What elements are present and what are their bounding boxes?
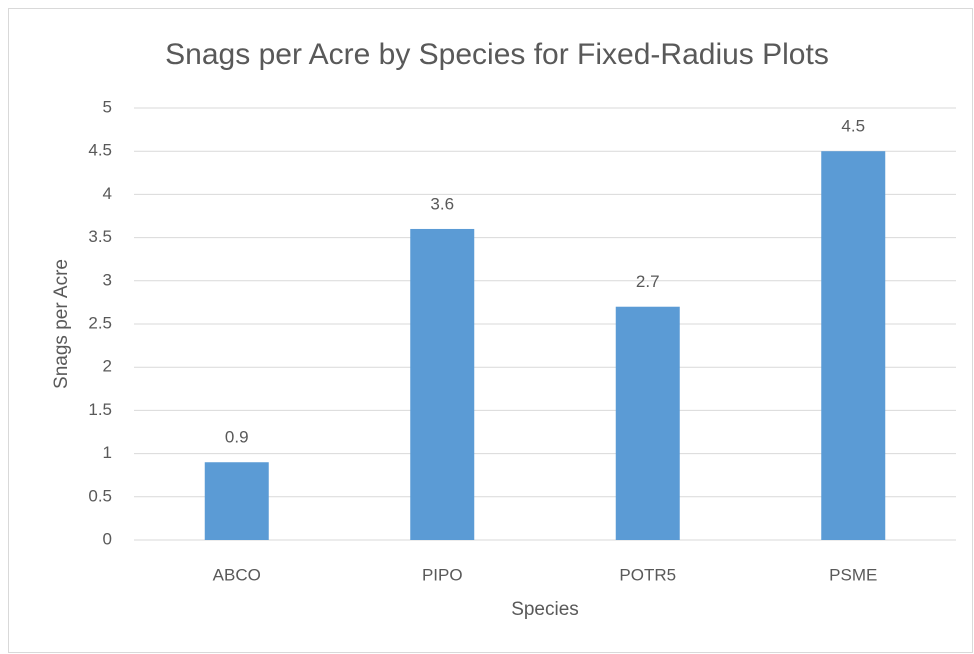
x-tick-label: ABCO <box>213 565 261 584</box>
data-label: 0.9 <box>225 428 249 447</box>
chart-title: Snags per Acre by Species for Fixed-Radi… <box>165 38 829 71</box>
y-tick-label: 4 <box>103 184 112 203</box>
bar <box>615 306 680 540</box>
y-tick-label: 3.5 <box>88 227 112 246</box>
x-axis-label: Species <box>511 599 579 620</box>
x-tick-label: PSME <box>829 565 877 584</box>
y-tick-label: 3 <box>103 270 112 289</box>
y-tick-label: 4.5 <box>88 141 112 160</box>
bar <box>821 151 886 540</box>
x-tick-label: PIPO <box>422 565 463 584</box>
x-tick-label: POTR5 <box>619 565 676 584</box>
y-tick-label: 5 <box>103 97 112 116</box>
y-tick-label: 2.5 <box>88 313 112 332</box>
y-tick-label: 1 <box>103 443 112 462</box>
chart-frame <box>8 8 973 653</box>
data-label: 2.7 <box>636 272 660 291</box>
bar <box>410 228 475 540</box>
y-tick-label: 2 <box>103 357 112 376</box>
y-tick-label: 1.5 <box>88 400 112 419</box>
bar <box>204 462 269 540</box>
data-label: 3.6 <box>430 194 454 213</box>
data-label: 4.5 <box>841 117 865 136</box>
y-axis-label: Snags per Acre <box>51 259 72 389</box>
y-tick-label: 0.5 <box>88 486 112 505</box>
y-tick-label: 0 <box>103 529 112 548</box>
